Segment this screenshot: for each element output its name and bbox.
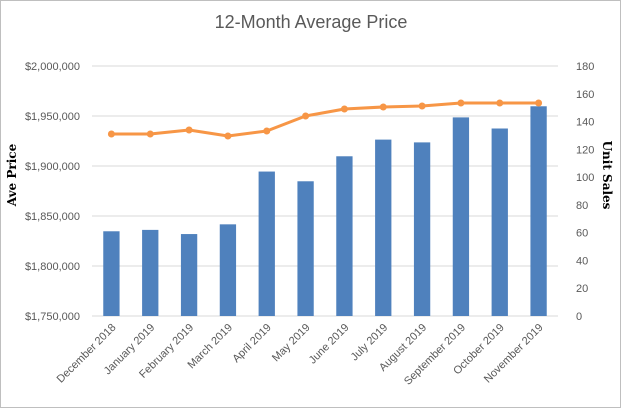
right-tick-label: 20 bbox=[576, 283, 588, 295]
chart-title: 12-Month Average Price bbox=[215, 12, 408, 32]
line-series bbox=[107, 99, 543, 140]
price-line bbox=[109, 101, 541, 138]
gridlines bbox=[92, 65, 558, 317]
bar bbox=[375, 139, 392, 316]
line-point bbox=[379, 103, 387, 111]
left-axis-ticks: $1,750,000 $1,800,000 $1,850,000 $1,900,000… bbox=[25, 61, 80, 323]
left-tick-label: $1,850,000 bbox=[25, 211, 80, 223]
bar bbox=[142, 229, 159, 316]
bar bbox=[103, 231, 120, 316]
line-point bbox=[107, 130, 115, 138]
left-tick-label: $1,750,000 bbox=[25, 311, 80, 323]
right-tick-label: 80 bbox=[576, 200, 588, 212]
left-tick-label: $1,800,000 bbox=[25, 261, 80, 273]
right-tick-label: 0 bbox=[576, 311, 582, 323]
bar bbox=[530, 106, 547, 317]
line-point bbox=[418, 102, 426, 110]
right-tick-label: 100 bbox=[576, 172, 594, 184]
left-tick-label: $2,000,000 bbox=[25, 61, 80, 73]
line-point bbox=[302, 112, 310, 120]
bar-series bbox=[103, 106, 547, 317]
left-tick-label: $1,950,000 bbox=[25, 111, 80, 123]
right-axis-ticks: 0 20 40 60 80 100 120 140 160 180 bbox=[576, 61, 594, 323]
bar bbox=[491, 128, 508, 316]
line-point bbox=[146, 130, 154, 138]
line-point bbox=[185, 126, 193, 134]
left-axis-title: Ave Price bbox=[5, 143, 19, 207]
bar bbox=[452, 117, 470, 316]
line-point bbox=[263, 127, 271, 135]
bar bbox=[297, 181, 314, 316]
bar bbox=[219, 224, 237, 316]
right-tick-label: 120 bbox=[576, 144, 594, 156]
right-tick-label: 40 bbox=[576, 255, 588, 267]
right-tick-label: 160 bbox=[576, 89, 594, 101]
right-tick-label: 60 bbox=[576, 228, 588, 240]
left-tick-label: $1,900,000 bbox=[25, 161, 80, 173]
line-point bbox=[340, 105, 348, 113]
x-tick-label: June 2019 bbox=[307, 322, 352, 367]
line-point bbox=[535, 99, 543, 107]
bar bbox=[413, 142, 431, 316]
right-tick-label: 140 bbox=[576, 117, 594, 129]
bar bbox=[336, 156, 353, 316]
right-axis-title: Unit Sales bbox=[600, 141, 614, 210]
x-tick-label: April 2019 bbox=[230, 322, 274, 366]
right-tick-label: 180 bbox=[576, 61, 594, 73]
bar bbox=[180, 234, 198, 316]
line-point bbox=[224, 132, 232, 140]
bar bbox=[258, 171, 275, 316]
line-point bbox=[496, 99, 504, 107]
line-point bbox=[457, 99, 465, 107]
